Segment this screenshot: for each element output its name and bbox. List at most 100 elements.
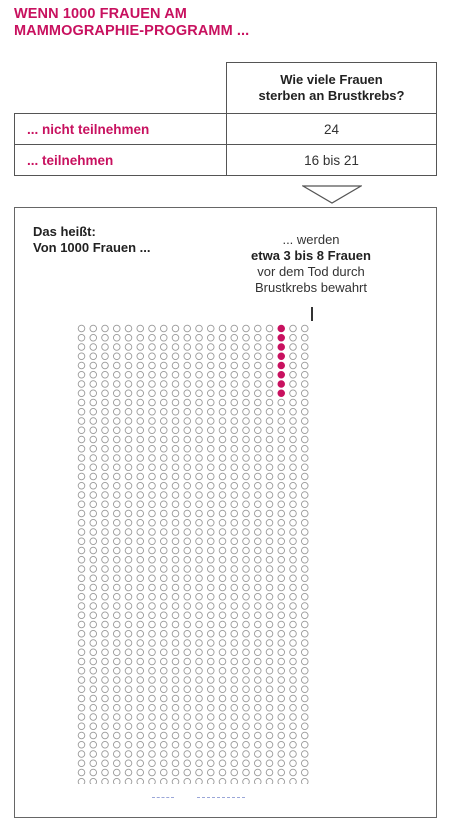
woman-dot (218, 583, 227, 592)
woman-dot (289, 555, 297, 564)
woman-dot (277, 463, 285, 471)
woman-dot (148, 685, 156, 694)
woman-dot (195, 768, 203, 777)
woman-dot (300, 444, 309, 453)
woman-dot (300, 528, 309, 536)
woman-dot (253, 333, 262, 342)
woman-dot (253, 583, 262, 592)
woman-dot (89, 333, 97, 342)
woman-dot (300, 454, 309, 462)
woman-dot (253, 343, 262, 351)
woman-dot (159, 574, 168, 582)
woman-dot (171, 713, 180, 721)
woman-dot (183, 500, 191, 508)
woman-dot (206, 333, 215, 342)
woman-dot (195, 593, 203, 601)
woman-dot (218, 759, 227, 768)
woman-dot (300, 546, 309, 555)
woman-dot (159, 518, 168, 527)
woman-dot (242, 620, 250, 629)
woman-dot (230, 602, 238, 610)
woman-dot (242, 491, 250, 499)
woman-dot (124, 685, 133, 694)
woman-dot (77, 602, 86, 610)
woman-dot (206, 546, 215, 555)
woman-dot (89, 361, 97, 370)
table-row: ... teilnehmen 16 bis 21 (14, 144, 437, 176)
woman-dot (195, 361, 203, 370)
woman-dot (242, 667, 250, 675)
woman-dot (89, 593, 97, 601)
woman-dot (89, 741, 97, 749)
woman-dot (242, 481, 250, 490)
woman-dot (113, 713, 121, 721)
woman-dot (89, 518, 97, 527)
column-header: Wie viele Frauen sterben an Brustkrebs? (226, 62, 437, 114)
woman-dot (253, 371, 262, 379)
woman-dot (230, 426, 238, 434)
woman-dot (136, 463, 145, 471)
woman-dot (218, 500, 227, 508)
woman-dot (101, 657, 109, 666)
woman-dot (113, 509, 121, 518)
woman-dot (253, 722, 262, 731)
woman-dot (89, 583, 97, 592)
woman-dot (171, 398, 180, 407)
woman-dot (148, 574, 156, 582)
woman-dot (289, 731, 297, 740)
woman-dot (171, 371, 180, 379)
woman-dot (171, 602, 180, 610)
woman-dot (277, 565, 285, 573)
woman-dot (277, 472, 285, 481)
woman-dot (195, 380, 203, 388)
woman-dot (159, 472, 168, 481)
woman-dot (300, 657, 309, 666)
woman-dot (230, 435, 238, 444)
woman-dot (277, 435, 285, 444)
woman-dot (89, 444, 97, 453)
woman-dot (183, 371, 191, 379)
woman-dot (159, 546, 168, 555)
woman-dot (89, 481, 97, 490)
woman-dot (289, 500, 297, 508)
woman-dot (289, 546, 297, 555)
woman-dot (195, 611, 203, 620)
woman-dot (206, 555, 215, 564)
woman-dot (113, 491, 121, 499)
row-value-participate: 16 bis 21 (226, 144, 437, 176)
woman-dot (230, 500, 238, 508)
woman-dot-saved (277, 333, 285, 342)
woman-dot (89, 731, 97, 740)
woman-dot (101, 398, 109, 407)
woman-dot (171, 463, 180, 471)
woman-dot (242, 741, 250, 749)
woman-dot (265, 398, 274, 407)
woman-dot (300, 694, 309, 703)
woman-dot (124, 565, 133, 573)
woman-dot (289, 574, 297, 582)
woman-dot (77, 454, 86, 462)
woman-dot (89, 704, 97, 712)
woman-dot (253, 463, 262, 471)
woman-dot (242, 454, 250, 462)
woman-dot (300, 750, 309, 758)
woman-dot (113, 407, 121, 416)
woman-dot (230, 731, 238, 740)
woman-dot (300, 713, 309, 721)
woman-dot (171, 648, 180, 657)
woman-dot (136, 611, 145, 620)
woman-dot (230, 333, 238, 342)
woman-dot (230, 481, 238, 490)
woman-dot (113, 565, 121, 573)
woman-dot (206, 528, 215, 536)
woman-dot (195, 509, 203, 518)
woman-dot (124, 500, 133, 508)
woman-dot (289, 343, 297, 351)
woman-dot (77, 657, 86, 666)
woman-dot (136, 694, 145, 703)
woman-dot (206, 713, 215, 721)
woman-dot (101, 407, 109, 416)
woman-dot (289, 380, 297, 388)
woman-dot (206, 481, 215, 490)
woman-dot (277, 444, 285, 453)
